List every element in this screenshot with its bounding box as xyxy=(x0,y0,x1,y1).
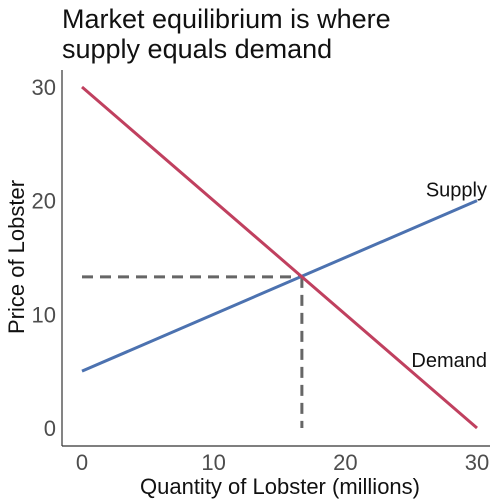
plot-area: 0 10 20 30 0 10 20 30 Supply Demand xyxy=(32,70,490,475)
series-line-demand xyxy=(81,85,478,430)
y-tick-label: 30 xyxy=(32,75,56,100)
x-tick-label: 30 xyxy=(465,450,489,475)
y-tick-label: 10 xyxy=(32,302,56,327)
y-tick-label: 0 xyxy=(44,416,56,441)
x-axis-title: Quantity of Lobster (millions) xyxy=(140,474,420,499)
y-tick-label: 20 xyxy=(32,189,56,214)
x-tick-label: 10 xyxy=(201,450,225,475)
series-line-supply xyxy=(81,199,478,373)
chart-title: Market equilibrium is where supply equal… xyxy=(62,4,391,64)
chart-title-line-1: Market equilibrium is where xyxy=(62,4,391,34)
chart-title-line-2: supply equals demand xyxy=(62,34,332,64)
x-tick-label: 20 xyxy=(333,450,357,475)
y-axis-title: Price of Lobster xyxy=(4,180,29,334)
annotation-demand: Demand xyxy=(411,350,487,372)
x-tick-label: 0 xyxy=(76,450,88,475)
annotation-supply: Supply xyxy=(426,179,487,201)
